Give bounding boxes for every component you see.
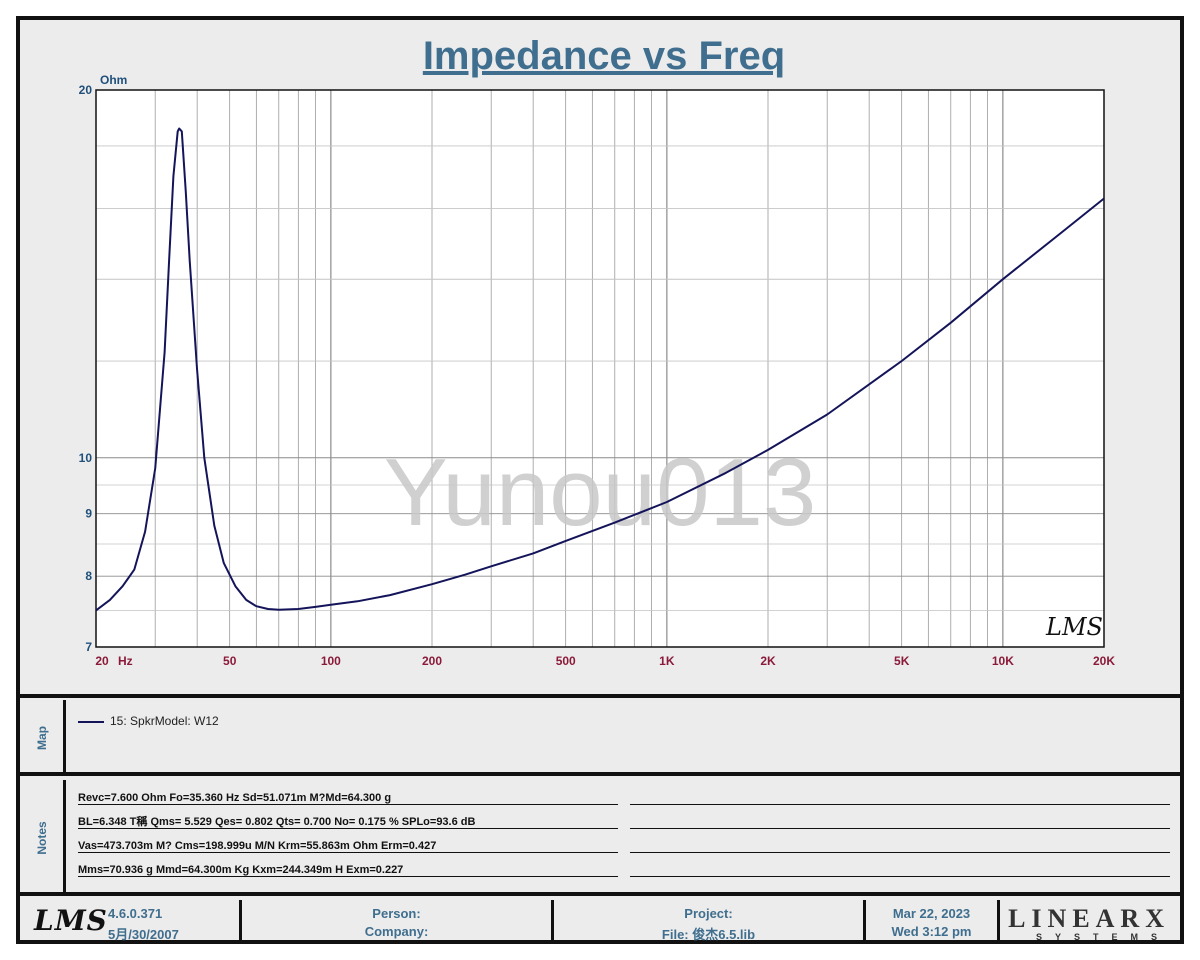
file-label: File: 俊杰6.5.lib — [661, 927, 756, 942]
y-tick-label: 8 — [85, 569, 92, 583]
date-text: Mar 22, 2023 — [892, 906, 971, 921]
divider — [20, 694, 1180, 698]
footer-version-cell: LMS 4.6.0.371 5月/30/2007 — [20, 900, 242, 944]
map-label: Map — [34, 726, 49, 750]
footer-person-cell: Person: Company: — [242, 900, 554, 944]
plot-border — [95, 89, 1105, 648]
impedance-series-line — [95, 127, 1105, 612]
note-blank-3 — [630, 840, 1170, 853]
y-tick-label: 7 — [85, 640, 92, 654]
footer-date-cell: Mar 22, 2023 Wed 3:12 pm — [866, 900, 1000, 944]
project-label: Project: — [684, 906, 733, 921]
x-tick-label: 50 — [223, 654, 237, 668]
legend-entry[interactable]: 15: SpkrModel: W12 — [78, 714, 219, 728]
legend-swatch — [78, 720, 104, 723]
y-axis-unit-label: Ohm — [100, 73, 127, 87]
notes-label: Notes — [34, 821, 49, 855]
x-tick-label: 2K — [760, 654, 776, 668]
divider — [20, 892, 1180, 896]
note-blank-2 — [630, 816, 1170, 829]
map-panel: Map 15: SpkrModel: W12 — [20, 700, 1180, 776]
linearx-logo: LINEARX SYSTEMS — [1008, 904, 1170, 942]
x-tick-label: 20 — [95, 654, 109, 668]
footer: LMS 4.6.0.371 5月/30/2007 Person: Company… — [20, 900, 1180, 944]
brand-sub: SYSTEMS — [1035, 932, 1170, 942]
chart-title: Impedance vs Freq — [422, 34, 786, 78]
y-tick-label: 9 — [85, 507, 92, 521]
notes-panel: Notes Revc=7.600 Ohm Fo=35.360 Hz Sd=51.… — [20, 780, 1180, 896]
note-blank-4 — [630, 864, 1170, 877]
legend-label: 15: SpkrModel: W12 — [110, 714, 219, 728]
plot-background — [96, 90, 1104, 647]
note-blank-1 — [630, 792, 1170, 805]
divider — [20, 772, 1180, 776]
note-line-2: BL=6.348 T稱 Qms= 5.529 Qes= 0.802 Qts= 0… — [78, 816, 618, 829]
x-axis-unit-label: Hz — [118, 654, 133, 668]
x-tick-label: 1K — [659, 654, 675, 668]
note-line-1: Revc=7.600 Ohm Fo=35.360 Hz Sd=51.071m M… — [78, 792, 618, 805]
impedance-chart: Yunou013 Ohm 7 8 9 10 20 20 50 100 200 500 1K 2K 5K 10K… — [79, 73, 1116, 668]
report-frame: Impedance vs Freq Yunou013 Ohm 7 8 9 10 20 20 50… — [16, 16, 1184, 944]
note-line-3: Vas=473.703m M? Cms=198.999u M/N Krm=55.… — [78, 840, 618, 853]
day-time-text: Wed 3:12 pm — [891, 924, 972, 939]
x-tick-label: 500 — [556, 654, 576, 668]
lms-logo: LMS — [34, 904, 108, 937]
plot-lms-logo: LMS — [1045, 613, 1103, 641]
brand-main: LINEARX — [1008, 904, 1170, 933]
x-tick-label: 10K — [992, 654, 1014, 668]
footer-brand-cell: LINEARX SYSTEMS — [1000, 900, 1180, 944]
x-tick-label: 20K — [1093, 654, 1115, 668]
notes-label-cell: Notes — [20, 780, 66, 896]
y-tick-label: 20 — [79, 83, 93, 97]
map-label-cell: Map — [20, 700, 66, 776]
company-label: Company: — [364, 924, 429, 939]
person-label: Person: — [372, 906, 421, 921]
x-tick-label: 100 — [321, 654, 341, 668]
x-tick-label: 200 — [422, 654, 442, 668]
version-text: 4.6.0.371 — [108, 906, 163, 921]
y-tick-label: 10 — [79, 451, 93, 465]
build-date-text: 5月/30/2007 — [108, 927, 179, 942]
watermark-text: Yunou013 — [384, 439, 816, 546]
footer-project-cell: Project: File: 俊杰6.5.lib — [554, 900, 866, 944]
x-tick-label: 5K — [894, 654, 910, 668]
note-line-4: Mms=70.936 g Mmd=64.300m Kg Kxm=244.349m… — [78, 864, 618, 877]
